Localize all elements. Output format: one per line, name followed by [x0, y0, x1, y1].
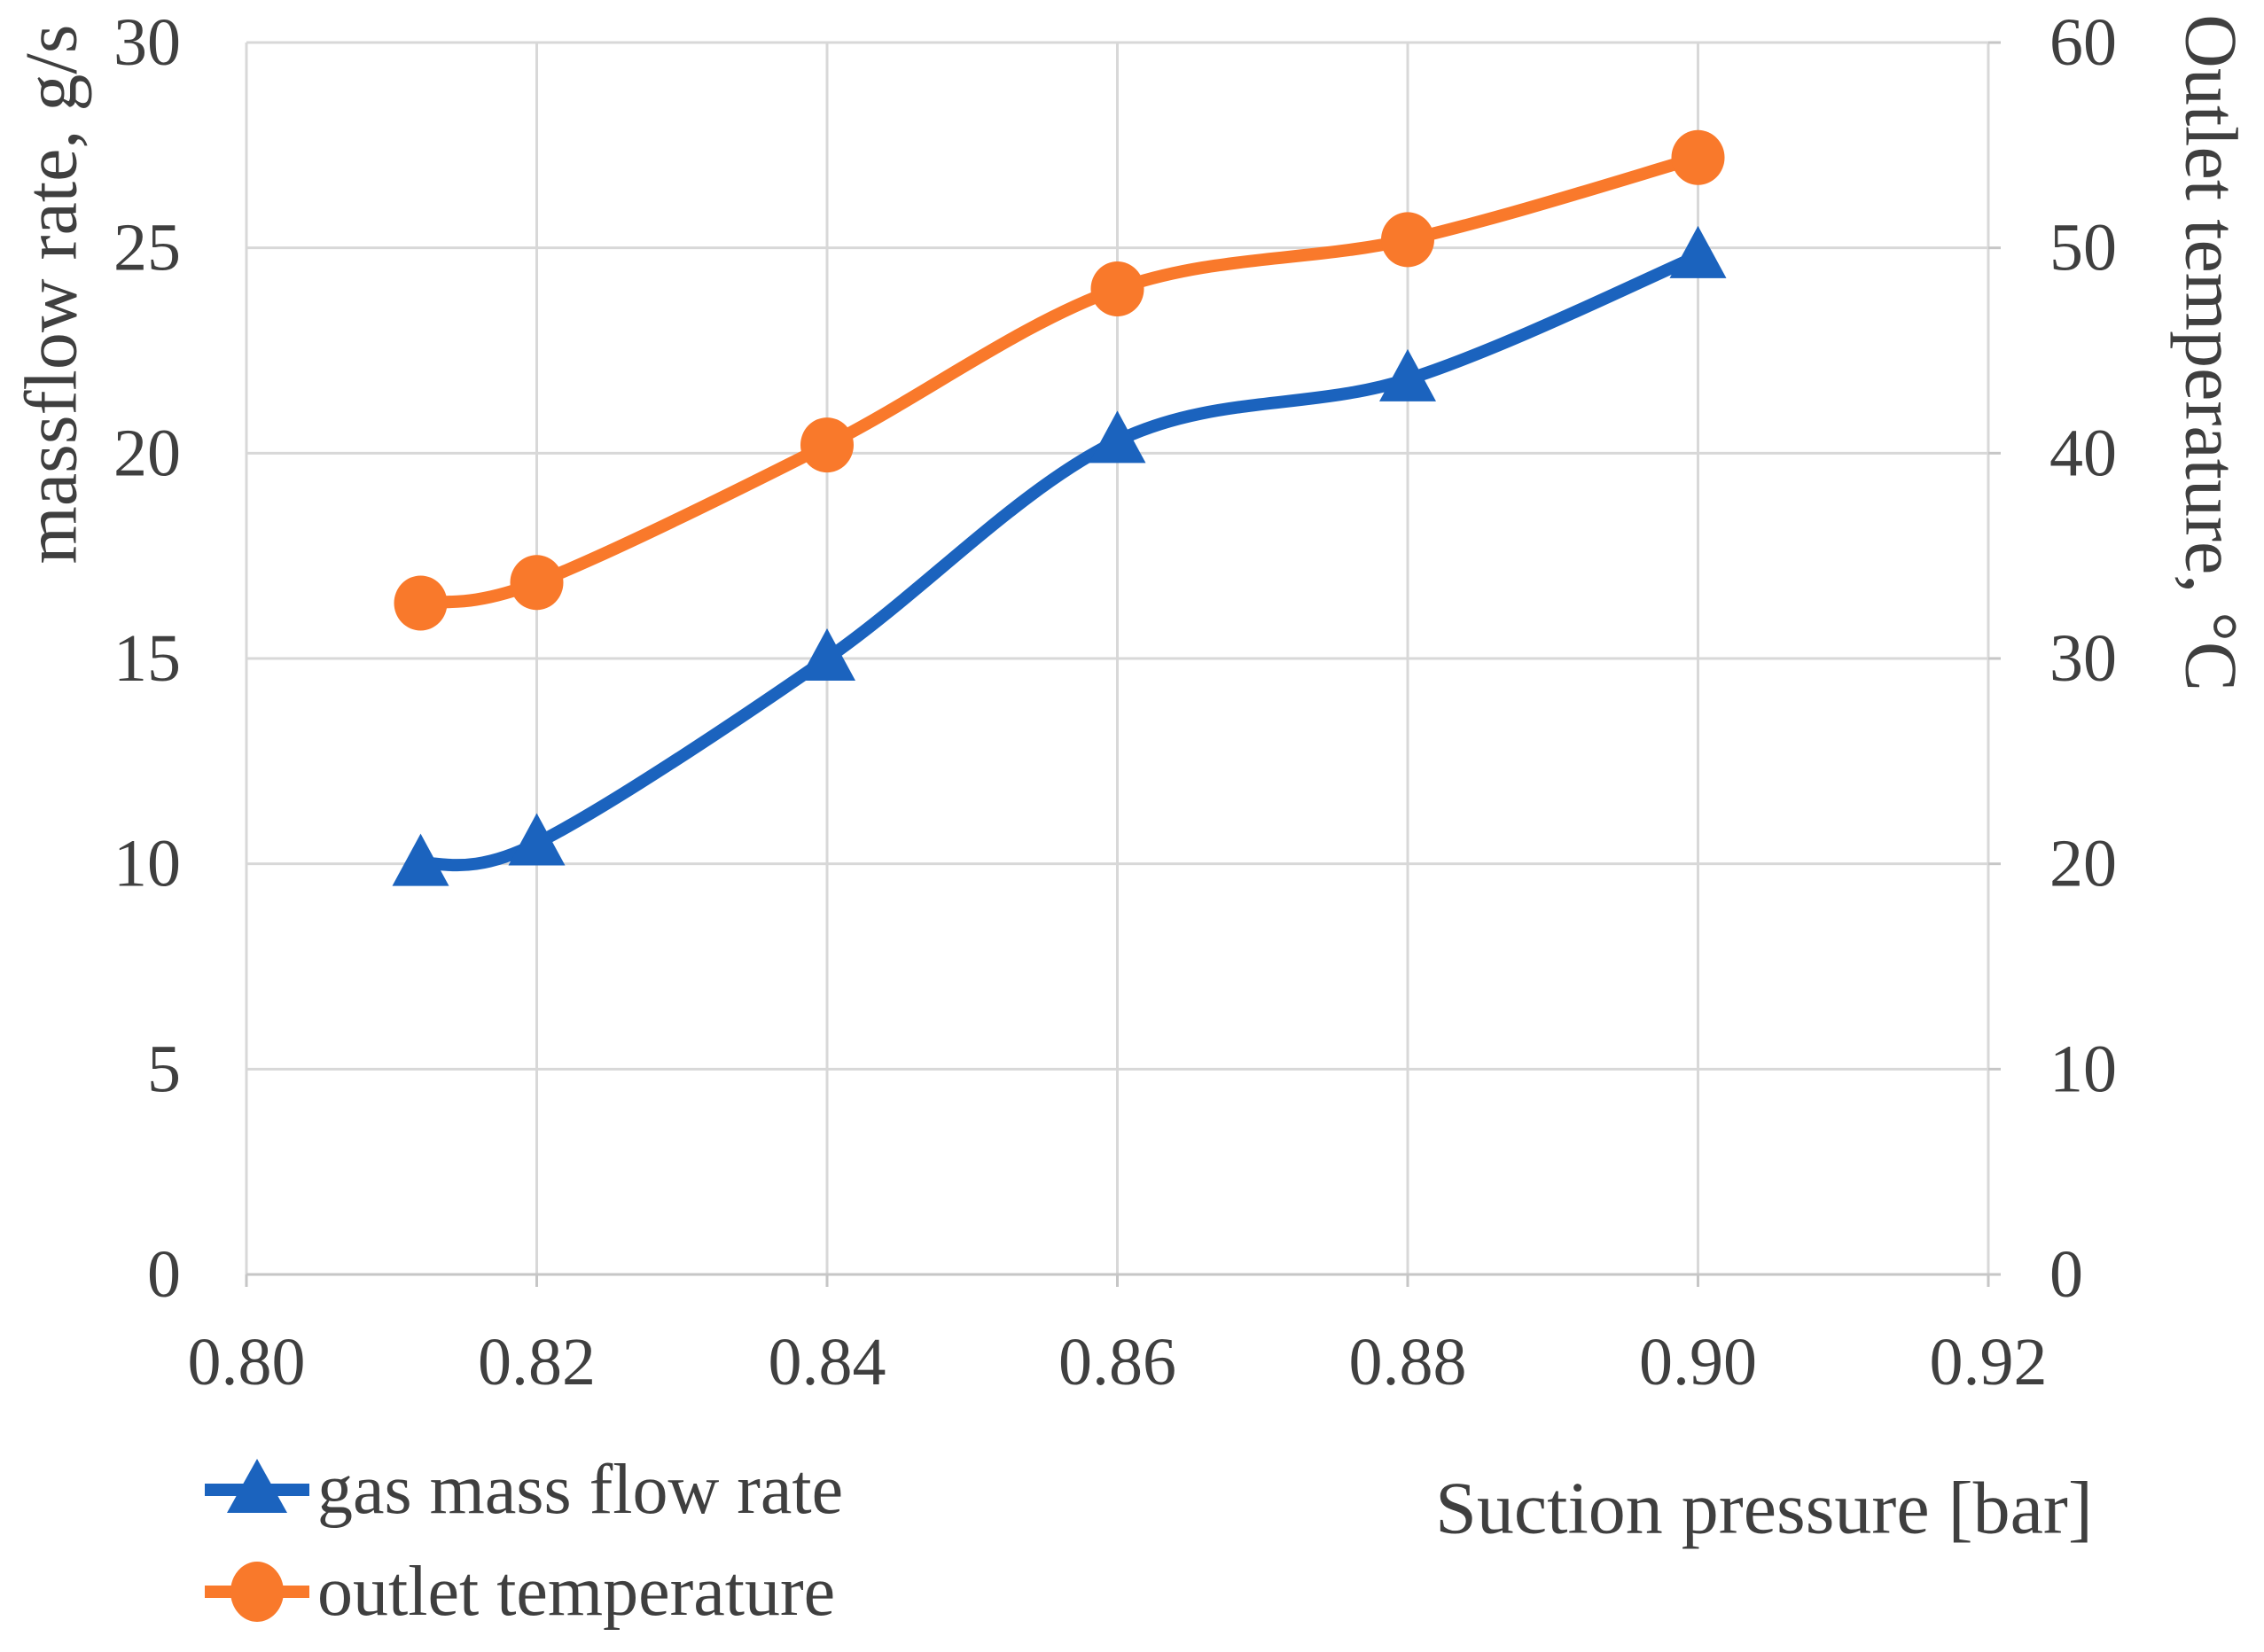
legend: gas mass flow rate outlet temperature	[205, 1451, 843, 1631]
x-axis-title: Suction pressure [bar]	[1435, 1468, 2093, 1550]
right-axis-title: Outlet temperature, °C	[2170, 14, 2252, 691]
x-tick-label: 0.92	[1930, 1325, 2048, 1399]
x-tick-label: 0.82	[478, 1325, 596, 1399]
circle-marker-outlet-temperature	[1381, 212, 1434, 268]
x-tick-label: 0.84	[769, 1325, 886, 1399]
right-axis-tick-label: 60	[2049, 5, 2117, 80]
right-axis-tick-label: 40	[2049, 416, 2117, 490]
left-axis-title: massflow rate, g/s	[11, 25, 93, 565]
legend-label: outlet temperature	[317, 1553, 835, 1631]
triangle-marker-gas-mass-flow-rate	[799, 628, 855, 681]
right-axis-tick-label: 20	[2049, 827, 2117, 901]
right-axis-tick-label: 0	[2049, 1237, 2083, 1312]
legend-triangle-icon	[227, 1459, 287, 1513]
legend-label: gas mass flow rate	[317, 1451, 843, 1529]
x-tick-label: 0.80	[188, 1325, 306, 1399]
left-axis-tick-label: 20	[113, 416, 181, 490]
left-axis-tick-label: 30	[113, 5, 181, 80]
circle-marker-outlet-temperature	[1671, 129, 1725, 185]
legend-item-gas-mass-flow-rate: gas mass flow rate	[205, 1451, 843, 1529]
legend-circle-icon	[230, 1562, 284, 1622]
x-tick-label: 0.88	[1349, 1325, 1467, 1399]
legend-item-outlet-temperature: outlet temperature	[205, 1553, 835, 1631]
circle-marker-outlet-temperature	[1090, 261, 1144, 316]
triangle-marker-gas-mass-flow-rate	[1669, 225, 1727, 278]
left-axis-tick-label: 10	[113, 827, 181, 901]
right-axis-tick-label: 50	[2049, 211, 2117, 285]
tick-labels: 0.80 0.82 0.84 0.86 0.88 0.90 0.92051015202530…	[113, 5, 2117, 1399]
series-line-outlet-temperature	[414, 151, 1705, 610]
left-axis-tick-label: 25	[113, 211, 181, 285]
series-line-gas-mass-flow-rate	[414, 249, 1705, 872]
circle-marker-outlet-temperature	[800, 417, 854, 473]
right-axis-tick-label: 10	[2049, 1032, 2117, 1106]
x-tick-label: 0.86	[1058, 1325, 1176, 1399]
triangle-marker-gas-mass-flow-rate	[1379, 348, 1436, 401]
circle-marker-outlet-temperature	[510, 555, 564, 611]
data-series	[392, 129, 1727, 886]
triangle-marker-gas-mass-flow-rate	[1089, 410, 1146, 464]
left-axis-tick-label: 15	[113, 621, 181, 696]
triangle-marker-gas-mass-flow-rate	[392, 833, 449, 886]
x-tick-label: 0.90	[1639, 1325, 1757, 1399]
right-axis-tick-label: 30	[2049, 621, 2117, 696]
circle-marker-outlet-temperature	[394, 575, 448, 631]
gridlines	[245, 41, 2001, 1287]
left-axis-tick-label: 0	[147, 1237, 181, 1312]
left-axis-tick-label: 5	[147, 1032, 181, 1106]
triangle-marker-gas-mass-flow-rate	[508, 813, 566, 866]
